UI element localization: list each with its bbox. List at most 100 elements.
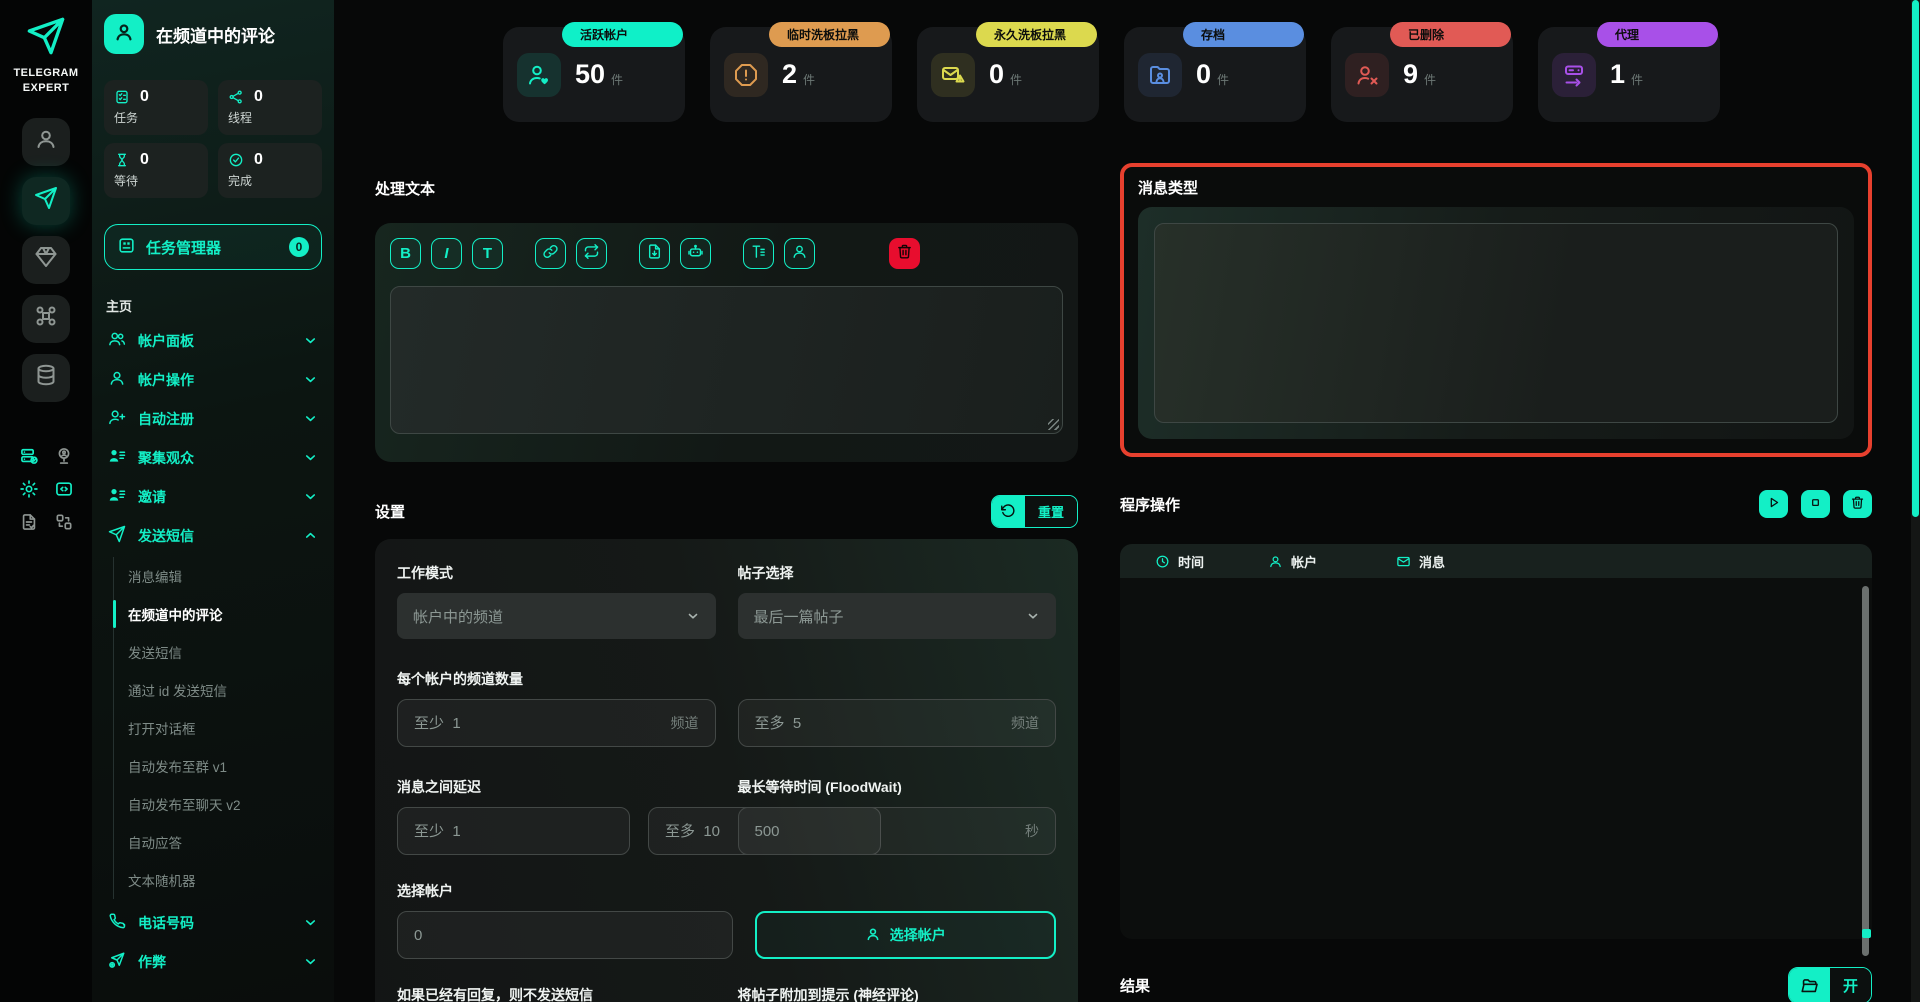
gear-icon[interactable] [19,479,39,499]
submenu-item-channel-comments[interactable]: 在频道中的评论 [112,595,322,633]
content-columns: 处理文本 B I T [375,122,1872,1002]
chevron-down-icon [303,372,318,387]
message-type-input[interactable] [1154,223,1838,423]
rail-send-button[interactable] [22,176,70,225]
stat-card-tag: 临时洗板拉黑 [769,22,890,47]
text-lines-button[interactable] [743,238,774,269]
server-check-icon[interactable] [19,446,39,466]
code-window-icon[interactable] [54,479,74,499]
mention-user-button[interactable] [784,238,815,269]
link-button[interactable] [535,238,566,269]
stat-value: 0 [254,88,263,105]
diamond-icon [34,245,58,274]
webcam-person-icon[interactable] [54,446,74,466]
resize-grip[interactable] [1048,419,1059,430]
stat-tasks: 0 任务 [104,80,208,135]
process-text-title: 处理文本 [375,181,436,198]
choose-accounts-button[interactable]: 选择帐户 [754,911,1056,959]
rail-command-button[interactable] [22,294,70,343]
bold-button[interactable]: B [390,238,421,269]
file-download-button[interactable] [639,238,670,269]
robot-icon [687,243,704,264]
channels-max-input[interactable] [754,714,1003,732]
task-stats: 0 任务 0 线程 0 等待 0 完成 [104,80,322,198]
stat-label: 线程 [228,111,253,125]
users-icon [108,330,126,351]
task-manager-badge: 0 [289,237,309,257]
stat-card-archived: 存档 0 件 [1124,22,1306,122]
submenu-item-open-dialog[interactable]: 打开对话框 [128,722,196,737]
main-scrollbar-track[interactable] [1911,0,1920,1002]
stop-icon [1808,495,1823,513]
nav-item-gather-audience[interactable]: 聚集观众 [104,438,322,477]
open-label: 开 [1830,968,1871,1002]
accounts-count-field [397,911,733,959]
submenu-item-text-randomizer[interactable]: 文本随机器 [128,874,196,889]
reset-label: 重置 [1024,496,1077,527]
floodwait-label: 最长等待时间 (FloodWait) [737,779,902,795]
document-check-icon[interactable] [19,512,39,532]
nav-item-send-sms[interactable]: 发送短信 [104,516,322,555]
reset-button[interactable]: 重置 [990,495,1078,528]
swap-squares-icon[interactable] [54,512,74,532]
nav-item-phone-numbers[interactable]: 电话号码 [104,903,322,942]
nav-label: 邀请 [138,488,166,505]
clear-text-button[interactable] [889,238,920,269]
table-resize-grip[interactable] [1862,929,1871,938]
brand-name: TELEGRAM EXPERT [13,67,79,94]
submenu-item-send-by-id[interactable]: 通过 id 发送短信 [128,684,228,699]
nav-item-account-ops[interactable]: 帐户操作 [104,360,322,399]
stat-card-unit: 件 [1631,72,1644,87]
submenu-item-message-edit[interactable]: 消息编辑 [128,570,182,585]
table-scrollbar-thumb[interactable] [1862,586,1869,956]
delay-min-input[interactable] [414,822,613,840]
repeat-button[interactable] [576,238,607,269]
nav-item-account-panel[interactable]: 帐户面板 [104,321,322,360]
page-title: 在频道中的评论 [156,26,275,46]
open-results-button[interactable]: 开 [1788,967,1872,1002]
rail-database-button[interactable] [22,353,70,402]
submenu-item-auto-reply[interactable]: 自动应答 [128,836,182,851]
message-type-panel [1138,207,1854,439]
user-list-icon [108,447,126,468]
message-type-highlight-box: 消息类型 [1120,163,1872,457]
nav-item-invite[interactable]: 邀请 [104,477,322,516]
submenu-item-autopost-chat-v2[interactable]: 自动发布至聊天 v2 [128,798,241,813]
text-button[interactable]: T [472,238,503,269]
account-stat-cards: 活跃帐户 50 件 临时洗板拉黑 2 件 永久洗板拉黑 0 件 存档 0 [503,22,1872,122]
operations-log-table: 时间 帐户 消息 [1120,544,1872,956]
clear-log-button[interactable] [1843,490,1872,518]
stat-value: 0 [140,88,149,105]
rail-diamond-button[interactable] [22,235,70,284]
submenu-item-autopost-group-v1[interactable]: 自动发布至群 v1 [128,760,228,775]
nav-item-auto-register[interactable]: 自动注册 [104,399,322,438]
floodwait-input[interactable] [754,822,1017,840]
nav-item-cheat[interactable]: 作弊 [104,942,322,981]
app-logo: TELEGRAM EXPERT [14,0,79,96]
database-icon [34,363,58,392]
user-x-icon [1345,52,1389,97]
message-text-input[interactable] [390,286,1063,434]
main-scrollbar-thumb[interactable] [1912,0,1919,517]
stat-card-value: 0 [1196,59,1212,89]
stop-button[interactable] [1801,490,1830,518]
task-manager-label: 任务管理器 [146,239,222,257]
channels-unit: 频道 [670,715,699,731]
main-nav: 帐户面板 帐户操作 自动注册 聚集观众 邀请 [104,321,322,981]
channels-min-input[interactable] [414,714,663,732]
italic-button[interactable]: I [431,238,462,269]
message-type-title: 消息类型 [1138,180,1199,197]
start-button[interactable] [1759,490,1788,518]
submenu-item-send-sms[interactable]: 发送短信 [128,646,182,661]
robot-button[interactable] [680,238,711,269]
accounts-count-input[interactable] [414,926,716,944]
task-manager-button[interactable]: 任务管理器 0 [104,224,322,270]
rail-user-button[interactable] [22,117,70,166]
user-icon [108,369,126,390]
work-mode-select[interactable]: 帐户中的频道 [397,593,716,639]
text-toolbar: B I T [390,238,1063,269]
stat-card-value: 1 [1610,59,1626,89]
nav-label: 帐户操作 [138,371,194,388]
post-select[interactable]: 最后一篇帖子 [737,593,1056,639]
chevron-down-icon [303,411,318,426]
